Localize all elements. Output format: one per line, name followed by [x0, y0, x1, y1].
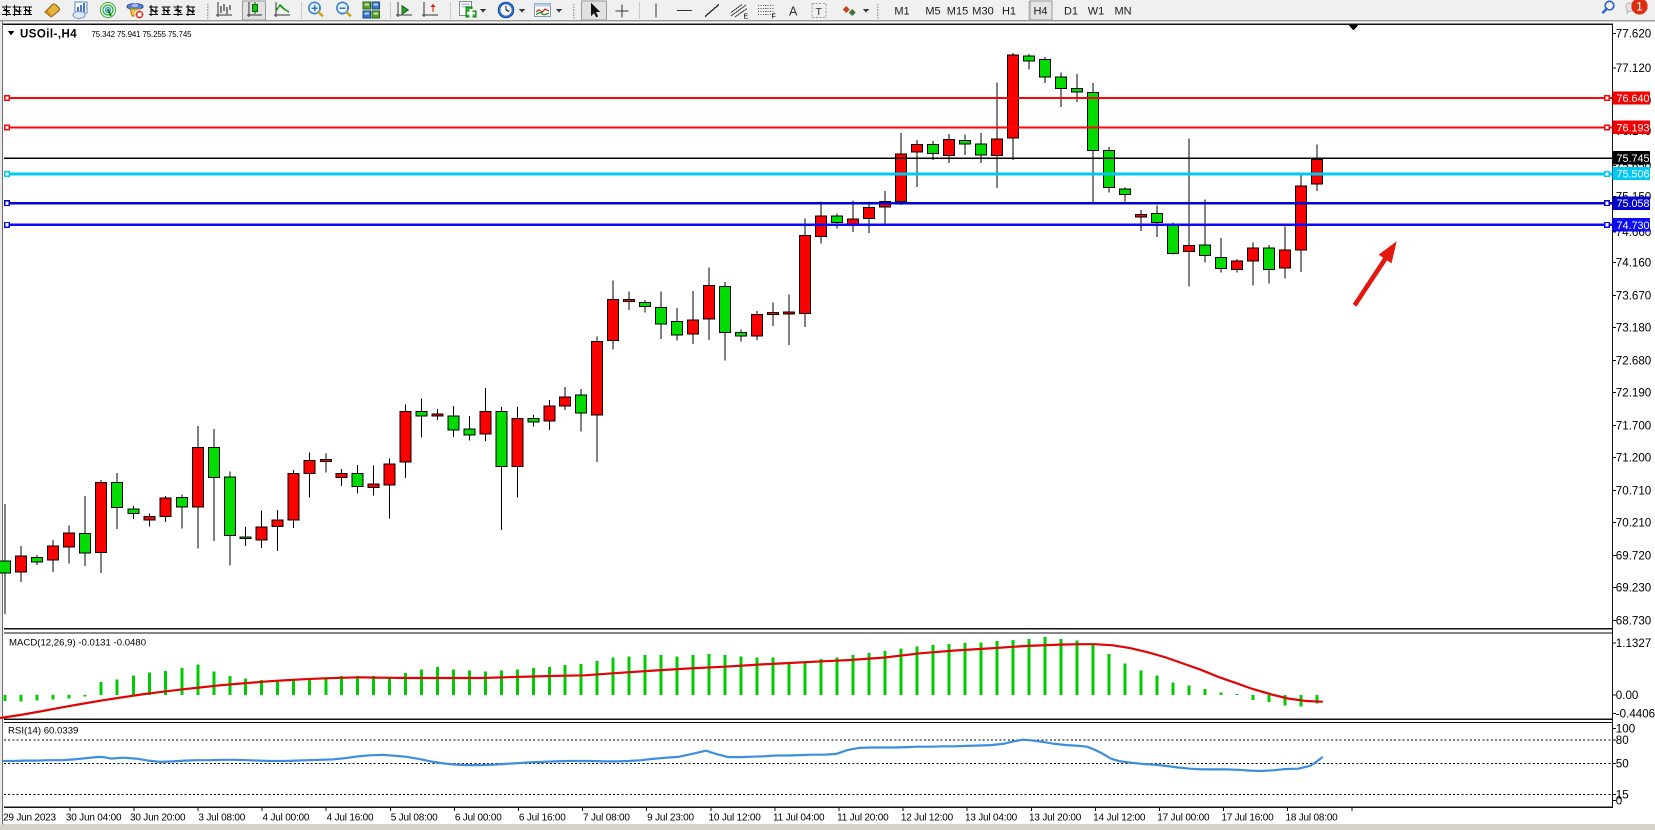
svg-text:17 Jul 00:00: 17 Jul 00:00 [1157, 813, 1210, 824]
svg-text:75.506: 75.506 [1617, 169, 1650, 181]
svg-text:100: 100 [1616, 723, 1635, 736]
svg-text:M1: M1 [894, 6, 909, 18]
svg-text:75.342 75.941 75.255 75.745: 75.342 75.941 75.255 75.745 [92, 30, 193, 39]
svg-text:14 Jul 12:00: 14 Jul 12:00 [1093, 813, 1146, 824]
svg-text:17 Jul 16:00: 17 Jul 16:00 [1221, 813, 1274, 824]
svg-text:6 Jul 00:00: 6 Jul 00:00 [455, 813, 502, 824]
svg-text:72.680: 72.680 [1616, 354, 1651, 367]
svg-text:W1: W1 [1088, 6, 1105, 18]
svg-text:F: F [772, 14, 776, 21]
svg-text:4 Jul 16:00: 4 Jul 16:00 [327, 813, 374, 824]
svg-text:13 Jul 20:00: 13 Jul 20:00 [1029, 813, 1082, 824]
svg-text:0: 0 [1616, 795, 1622, 808]
svg-text:9 Jul 23:00: 9 Jul 23:00 [647, 813, 694, 824]
svg-text:M5: M5 [925, 6, 940, 18]
svg-text:11 Jul 04:00: 11 Jul 04:00 [773, 813, 825, 824]
svg-text:13 Jul 04:00: 13 Jul 04:00 [965, 813, 1018, 824]
svg-text:E: E [744, 14, 749, 21]
svg-text:-0.4406: -0.4406 [1616, 708, 1655, 721]
svg-text:73.180: 73.180 [1616, 322, 1651, 335]
svg-text:29 Jun 2023: 29 Jun 2023 [3, 813, 56, 824]
svg-text:75.058: 75.058 [1617, 198, 1650, 210]
svg-text:0.00: 0.00 [1616, 689, 1639, 702]
svg-text:7 Jul 08:00: 7 Jul 08:00 [583, 813, 630, 824]
svg-text:3 Jul 08:00: 3 Jul 08:00 [198, 813, 245, 824]
svg-text:30 Jun 20:00: 30 Jun 20:00 [130, 813, 186, 824]
svg-text:RSI(14) 60.0339: RSI(14) 60.0339 [8, 726, 78, 737]
svg-text:D1: D1 [1064, 6, 1078, 18]
svg-text:73.670: 73.670 [1616, 289, 1651, 302]
svg-text:12 Jul 12:00: 12 Jul 12:00 [901, 813, 954, 824]
svg-text:MN: MN [1114, 6, 1131, 18]
svg-text:77.120: 77.120 [1616, 62, 1651, 75]
svg-text:69.720: 69.720 [1616, 549, 1651, 562]
svg-text:76.640: 76.640 [1617, 93, 1650, 105]
svg-text:18 Jul 08:00: 18 Jul 08:00 [1285, 813, 1338, 824]
svg-text:15: 15 [1616, 788, 1629, 801]
svg-text:6 Jul 16:00: 6 Jul 16:00 [519, 813, 566, 824]
svg-text:10 Jul 12:00: 10 Jul 12:00 [709, 813, 762, 824]
svg-text:A: A [789, 5, 798, 19]
svg-text:H4: H4 [1033, 6, 1047, 18]
svg-text:75.745: 75.745 [1617, 153, 1650, 165]
svg-text:71.200: 71.200 [1616, 452, 1651, 465]
svg-text:MACD(12,26,9) -0.0131 -0.0480: MACD(12,26,9) -0.0131 -0.0480 [9, 638, 146, 649]
svg-text:H1: H1 [1002, 6, 1016, 18]
svg-text:M15: M15 [947, 6, 968, 18]
svg-text:M30: M30 [972, 6, 993, 18]
svg-text:USOil-,H4: USOil-,H4 [20, 28, 77, 40]
svg-text:1: 1 [1636, 0, 1643, 14]
svg-text:70.710: 70.710 [1616, 484, 1651, 497]
svg-text:76.193: 76.193 [1617, 122, 1650, 134]
svg-text:80: 80 [1616, 734, 1629, 747]
svg-text:50: 50 [1616, 758, 1629, 771]
svg-text:5 Jul 08:00: 5 Jul 08:00 [391, 813, 438, 824]
svg-text:74.160: 74.160 [1616, 257, 1651, 270]
svg-text:30 Jun 04:00: 30 Jun 04:00 [66, 813, 122, 824]
svg-text:69.230: 69.230 [1616, 582, 1651, 595]
svg-text:4 Jul 00:00: 4 Jul 00:00 [263, 813, 310, 824]
svg-text:71.700: 71.700 [1616, 419, 1651, 432]
svg-text:77.620: 77.620 [1616, 27, 1651, 40]
svg-text:72.190: 72.190 [1616, 387, 1651, 400]
svg-text:T: T [816, 6, 823, 18]
svg-text:74.730: 74.730 [1617, 220, 1650, 232]
svg-text:11 Jul 20:00: 11 Jul 20:00 [837, 813, 889, 824]
svg-text:1.1327: 1.1327 [1616, 637, 1651, 650]
svg-text:68.730: 68.730 [1616, 614, 1651, 627]
svg-text:70.210: 70.210 [1616, 517, 1651, 530]
